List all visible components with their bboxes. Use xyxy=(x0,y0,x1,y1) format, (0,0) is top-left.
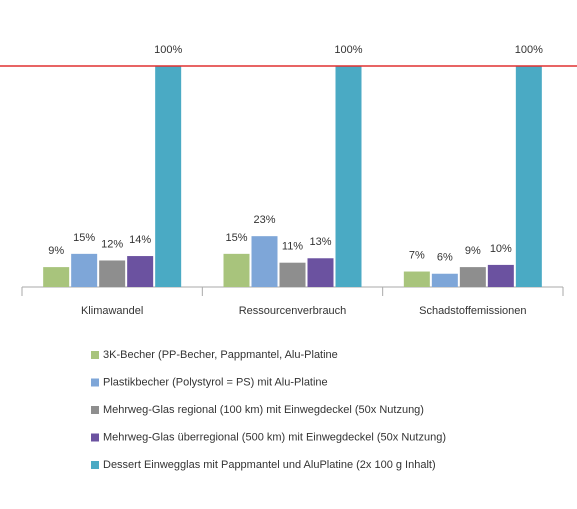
data-label: 11% xyxy=(282,241,303,253)
data-label: 7% xyxy=(409,249,425,261)
bar xyxy=(515,66,542,287)
x-tick-label: Schadstoffemissionen xyxy=(419,305,526,317)
data-label: 14% xyxy=(129,234,151,246)
bar xyxy=(43,267,70,287)
data-label: 15% xyxy=(225,232,247,244)
data-label: 12% xyxy=(101,238,123,250)
legend-swatch xyxy=(91,461,99,469)
bar xyxy=(155,66,182,287)
data-label: 9% xyxy=(48,245,64,257)
bar xyxy=(279,262,306,287)
data-label: 15% xyxy=(73,232,95,244)
bar xyxy=(251,236,278,287)
legend-label: Dessert Einwegglas mit Pappmantel und Al… xyxy=(103,459,436,471)
bar xyxy=(403,271,430,287)
data-label: 23% xyxy=(253,214,275,226)
legend-swatch xyxy=(91,406,99,414)
legend-swatch xyxy=(91,433,99,442)
bar xyxy=(335,66,362,287)
x-tick-label: Klimawandel xyxy=(81,305,143,317)
bar xyxy=(127,256,154,287)
bar xyxy=(487,264,514,287)
data-label: 100% xyxy=(154,44,182,56)
legend-label: 3K-Becher (PP-Becher, Pappmantel, Alu-Pl… xyxy=(103,349,338,361)
legend-label: Plastikbecher (Polystyrol = PS) mit Alu-… xyxy=(103,376,328,388)
legend-label: Mehrweg-Glas regional (100 km) mit Einwe… xyxy=(103,404,424,416)
legend-label: Mehrweg-Glas überregional (500 km) mit E… xyxy=(103,431,446,443)
data-label: 100% xyxy=(515,44,543,56)
x-tick-label: Ressourcenverbrauch xyxy=(239,305,347,317)
bar xyxy=(223,253,250,287)
bar xyxy=(71,253,98,287)
bar xyxy=(99,260,126,287)
legend-swatch xyxy=(91,378,99,387)
bar xyxy=(431,273,458,287)
bar xyxy=(307,258,334,287)
data-label: 13% xyxy=(309,236,331,248)
data-label: 100% xyxy=(334,44,362,56)
data-label: 10% xyxy=(490,243,512,255)
bar xyxy=(459,267,486,287)
data-label: 9% xyxy=(465,245,481,257)
data-label: 6% xyxy=(437,252,453,264)
legend-swatch xyxy=(91,351,99,359)
